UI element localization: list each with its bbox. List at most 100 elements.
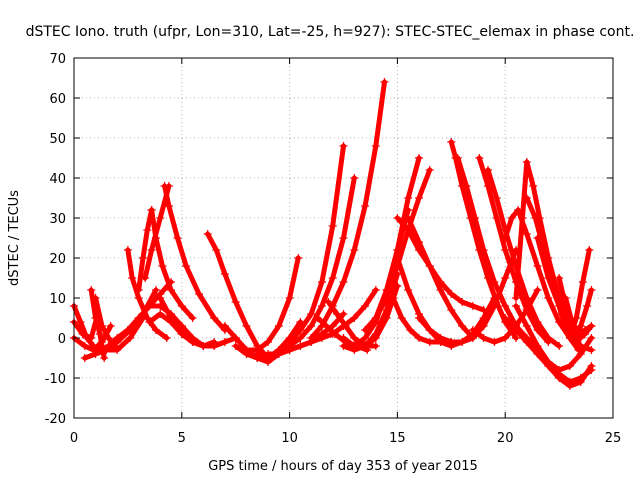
data-point xyxy=(104,334,113,342)
data-point xyxy=(158,262,167,270)
x-tick-label: 25 xyxy=(605,431,622,446)
data-point xyxy=(274,346,283,354)
data-point xyxy=(307,322,316,330)
data-point xyxy=(570,338,579,346)
data-point xyxy=(522,334,531,342)
data-point xyxy=(479,334,488,342)
data-point xyxy=(296,342,305,350)
data-point xyxy=(91,294,100,302)
series-track xyxy=(88,287,107,361)
data-point xyxy=(576,350,585,358)
data-point xyxy=(253,350,262,358)
data-series xyxy=(453,154,531,342)
data-point xyxy=(447,338,456,346)
data-point xyxy=(371,286,380,294)
data-point xyxy=(231,342,240,350)
data-point xyxy=(210,314,219,322)
data-point xyxy=(533,262,542,270)
data-point xyxy=(339,234,348,242)
data-series xyxy=(156,294,219,350)
data-point xyxy=(285,338,294,346)
data-point xyxy=(350,174,359,182)
data-point xyxy=(565,334,574,342)
data-point xyxy=(587,346,596,354)
data-point xyxy=(555,366,564,374)
y-tick-label: 10 xyxy=(49,292,66,307)
data-point xyxy=(492,298,501,306)
x-tick-label: 5 xyxy=(178,431,186,446)
series-track xyxy=(567,247,592,341)
series-track xyxy=(571,287,594,345)
data-point xyxy=(242,322,251,330)
data-point xyxy=(587,286,596,294)
data-point xyxy=(382,314,391,322)
data-point xyxy=(339,142,348,150)
series-track xyxy=(455,155,530,341)
data-point xyxy=(80,354,89,362)
data-point xyxy=(113,338,122,346)
data-point xyxy=(576,322,585,330)
data-point xyxy=(328,222,337,230)
data-point xyxy=(167,286,176,294)
data-point xyxy=(339,334,348,342)
data-point xyxy=(404,194,413,202)
data-point xyxy=(177,322,186,330)
data-point xyxy=(156,310,165,318)
data-point xyxy=(425,338,434,346)
data-point xyxy=(330,330,339,338)
data-point xyxy=(511,334,520,342)
data-point xyxy=(274,322,283,330)
data-point xyxy=(533,234,542,242)
data-point xyxy=(544,334,553,342)
series-track xyxy=(287,143,346,345)
data-point xyxy=(447,138,456,146)
data-point xyxy=(164,202,173,210)
data-point xyxy=(447,290,456,298)
data-point xyxy=(414,314,423,322)
data-point xyxy=(317,302,326,310)
y-tick-label: -20 xyxy=(45,412,66,427)
data-point xyxy=(162,334,171,342)
data-point xyxy=(522,322,531,330)
data-point xyxy=(587,334,596,342)
series-layer xyxy=(70,78,596,390)
data-point xyxy=(78,330,87,338)
data-point xyxy=(453,154,462,162)
data-point xyxy=(529,182,538,190)
data-point xyxy=(341,322,350,330)
data-point xyxy=(123,326,132,334)
series-track xyxy=(103,315,146,353)
x-axis-label: GPS time / hours of day 353 of year 2015 xyxy=(208,459,478,474)
x-tick-label: 0 xyxy=(70,431,78,446)
data-point xyxy=(361,326,370,334)
data-point xyxy=(339,342,348,350)
data-point xyxy=(317,278,326,286)
data-point xyxy=(322,322,331,330)
data-point xyxy=(425,166,434,174)
data-point xyxy=(565,378,574,386)
data-point xyxy=(156,214,165,222)
data-point xyxy=(531,214,540,222)
data-point xyxy=(511,326,520,334)
x-tick-label: 20 xyxy=(497,431,514,446)
series-track xyxy=(149,207,196,321)
data-point xyxy=(307,334,316,342)
data-point xyxy=(199,342,208,350)
data-point xyxy=(471,214,480,222)
data-point xyxy=(350,334,359,342)
data-point xyxy=(490,278,499,286)
data-point xyxy=(113,346,122,354)
data-point xyxy=(522,294,531,302)
data-series xyxy=(522,334,596,374)
data-point xyxy=(544,274,553,282)
data-point xyxy=(220,270,229,278)
data-point xyxy=(533,318,542,326)
data-point xyxy=(393,254,402,262)
data-point xyxy=(350,314,359,322)
data-point xyxy=(555,342,564,350)
data-point xyxy=(173,234,182,242)
data-point xyxy=(533,346,542,354)
data-point xyxy=(583,302,592,310)
y-tick-label: 20 xyxy=(49,252,66,267)
